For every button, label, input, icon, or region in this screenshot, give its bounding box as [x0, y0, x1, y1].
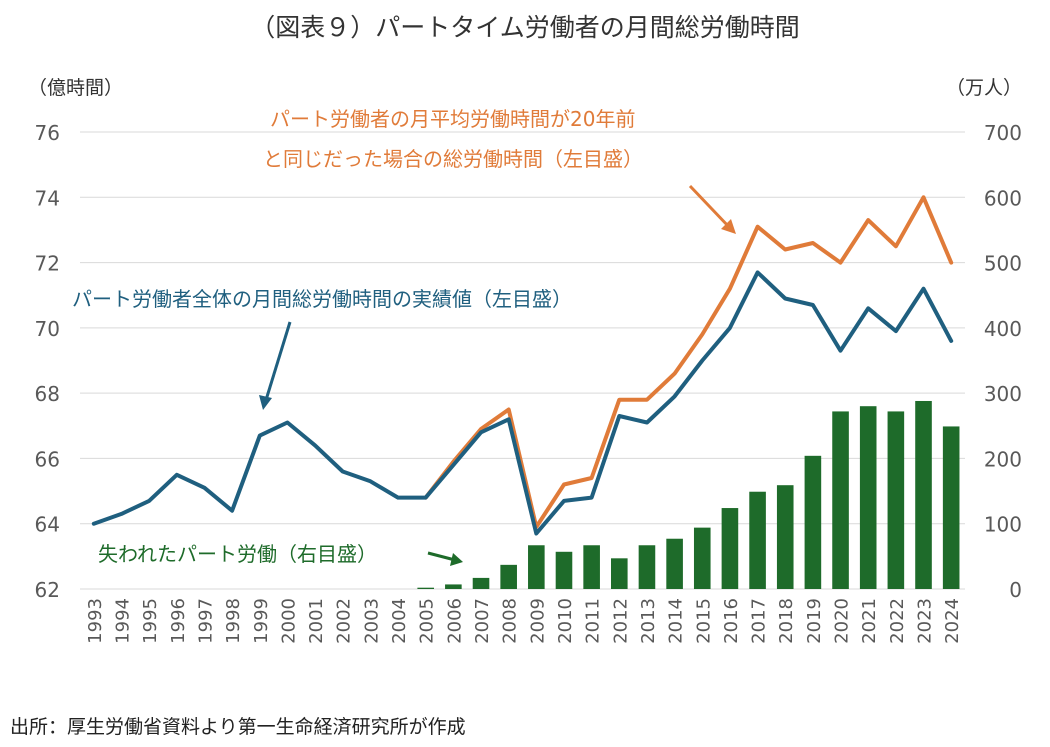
left-tick-label: 68: [35, 382, 60, 406]
x-tick-label: 2023: [915, 598, 936, 644]
x-tick-label: 2017: [749, 598, 770, 644]
annotation-green: 失われたパート労働（右目盛）: [98, 542, 377, 566]
bar: [472, 577, 490, 589]
bar: [942, 426, 960, 589]
x-tick-label: 2019: [804, 598, 825, 644]
x-tick-label: 2009: [527, 598, 548, 644]
bar: [555, 551, 573, 589]
x-tick-label: 2005: [417, 598, 438, 644]
left-tick-label: 62: [35, 578, 60, 602]
left-tick-label: 74: [35, 186, 60, 210]
orange-arrowhead: [721, 219, 736, 234]
x-tick-label: 2001: [306, 598, 327, 644]
right-tick-label: 700: [984, 121, 1022, 145]
bar: [887, 411, 905, 589]
bar: [776, 485, 794, 589]
annotation-orange-line2: と同じだった場合の総労働時間（左目盛）: [263, 147, 643, 171]
left-tick-label: 64: [35, 513, 60, 537]
bar: [859, 406, 877, 589]
bar: [749, 491, 766, 589]
bar: [915, 400, 932, 589]
x-tick-label: 1999: [251, 598, 272, 644]
x-tick-label: 2011: [583, 598, 604, 644]
left-tick-label: 76: [35, 121, 60, 145]
bar: [832, 411, 849, 589]
right-tick-label: 400: [984, 317, 1022, 341]
line-series-hypothetical: [423, 195, 954, 529]
x-tick-label: 2006: [444, 598, 465, 644]
right-tick-label: 200: [984, 447, 1022, 471]
right-tick-label: 600: [984, 186, 1022, 210]
right-tick-label: 300: [984, 382, 1022, 406]
bar: [417, 587, 434, 589]
left-axis-unit: （億時間）: [28, 77, 123, 99]
x-tick-label: 2010: [555, 598, 576, 644]
gridlines: [80, 131, 965, 590]
left-tick-label: 66: [35, 447, 60, 471]
x-tick-label: 2013: [638, 598, 659, 644]
annotation-blue: パート労働者全体の月間総労働時間の実績値（左目盛）: [72, 287, 572, 311]
line-series-group: [91, 195, 954, 536]
x-tick-label: 1996: [168, 598, 189, 644]
annotation-arrows: [259, 184, 736, 566]
right-axis-unit: （万人）: [946, 77, 1022, 99]
x-tick-label: 1993: [85, 598, 106, 644]
blue-arrow: [264, 321, 292, 401]
bar: [611, 558, 628, 589]
right-tick-label: 100: [984, 513, 1022, 537]
green-arrow: [427, 551, 456, 562]
bar: [804, 455, 822, 589]
bar: [721, 508, 739, 589]
x-tick-label: 2018: [776, 598, 797, 644]
x-tick-label: 1998: [223, 598, 244, 644]
x-tick-label: 2020: [832, 598, 853, 644]
x-tick-label: 2024: [942, 598, 963, 644]
line-series-actual: [91, 270, 954, 536]
x-tick-label: 2007: [472, 598, 493, 644]
x-tick-label: 2002: [334, 598, 355, 644]
orange-arrow: [688, 184, 732, 230]
chart-title: （図表９）パートタイム労働者の月間総労働時間: [250, 13, 800, 42]
x-tick-label: 2004: [389, 598, 410, 644]
bar-series-lost-work: [417, 400, 960, 589]
x-tick-label: 2012: [610, 598, 631, 644]
x-tick-label: 2008: [500, 598, 521, 644]
bar: [638, 545, 656, 589]
green-arrowhead: [450, 553, 463, 566]
bar: [666, 538, 683, 589]
x-tick-label: 2016: [721, 598, 742, 644]
x-tick-label: 1995: [140, 598, 161, 644]
x-tick-label: 2021: [859, 598, 880, 644]
bar: [693, 527, 711, 589]
bar: [500, 564, 517, 589]
tick-labels: 62 64 66 68 70 72 74 76 0 100 200 300 400 500 600 700 19…: [35, 121, 1022, 644]
source-note: 出所：厚生労働省資料より第一生命経済研究所が作成: [10, 716, 466, 738]
x-tick-label: 2022: [887, 598, 908, 644]
bar: [583, 545, 600, 589]
right-tick-label: 0: [1009, 578, 1022, 602]
x-tick-label: 2003: [361, 598, 382, 644]
bar: [528, 545, 545, 589]
left-tick-label: 72: [35, 252, 60, 276]
right-tick-label: 500: [984, 252, 1022, 276]
x-tick-label: 2015: [693, 598, 714, 644]
bar: [445, 584, 462, 589]
x-tick-label: 2000: [278, 598, 299, 644]
x-tick-label: 1997: [195, 598, 216, 644]
blue-arrowhead: [259, 395, 272, 410]
x-tick-label: 1994: [112, 598, 133, 644]
left-tick-label: 70: [35, 317, 60, 341]
annotation-orange-line1: パート労働者の月平均労働時間が20年前: [270, 107, 635, 131]
x-tick-label: 2014: [666, 598, 687, 644]
